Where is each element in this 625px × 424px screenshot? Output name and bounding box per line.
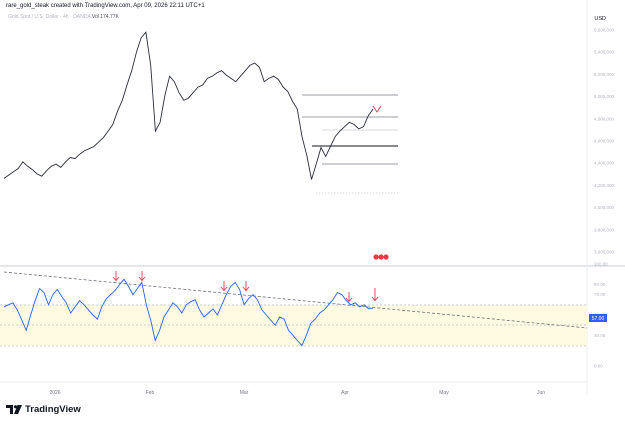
chart-caption: rare_gold_steak created with TradingView… xyxy=(6,3,205,9)
event-marker-icon[interactable] xyxy=(378,254,384,260)
price-tick-label: 4,800,000 xyxy=(594,116,615,121)
price-tick-label: 5,000,000 xyxy=(594,94,615,99)
price-tick-label: 4,600,000 xyxy=(594,139,615,144)
logo-text: TradingView xyxy=(25,404,81,415)
time-tick-label: May xyxy=(439,390,449,396)
arrow-down-icon xyxy=(345,292,353,303)
event-marker-icon[interactable] xyxy=(373,254,379,260)
time-axis[interactable]: 2026 Feb Mar Apr May Jun xyxy=(49,390,545,396)
rsi-series-line[interactable] xyxy=(3,278,374,347)
time-tick-label: 2026 xyxy=(49,390,60,396)
rsi-value-badge xyxy=(589,314,607,322)
price-tick-label: 5,400,000 xyxy=(594,50,615,55)
event-marker-icon[interactable] xyxy=(383,254,389,260)
arrow-down-icon xyxy=(372,105,382,113)
price-tick-label: 5,200,000 xyxy=(594,72,615,77)
arrow-down-icon xyxy=(112,271,120,282)
rsi-trendline[interactable] xyxy=(3,271,588,329)
symbol-legend[interactable]: Gold Spot / U.S. Dollar · 4h · OANDA Vol… xyxy=(8,14,119,20)
price-tick-label: 4,200,000 xyxy=(594,183,615,188)
rsi-arrows xyxy=(112,271,379,303)
price-axis[interactable]: 5,600,000 5,400,000 5,200,000 5,000,000 4,80… xyxy=(594,28,615,255)
tradingview-logo-icon xyxy=(6,405,22,414)
time-tick-label: Mar xyxy=(240,390,249,396)
currency-label: USD xyxy=(594,16,606,22)
arrow-down-icon xyxy=(138,271,146,282)
price-tick-label: 3,600,000 xyxy=(594,250,615,255)
rsi-value-text: 57.00 xyxy=(592,316,605,322)
price-series-line[interactable] xyxy=(3,31,374,180)
volume-readout: Vol 174.77K xyxy=(91,14,119,20)
event-markers[interactable] xyxy=(373,254,389,260)
arrow-down-icon xyxy=(371,288,379,302)
price-tick-label: 4,000,000 xyxy=(594,205,615,210)
time-tick-label: Jun xyxy=(537,390,545,396)
arrow-down-icon xyxy=(242,281,250,292)
rsi-tick-label: 30.00 xyxy=(594,333,606,338)
symbol-title: Gold Spot / U.S. Dollar · 4h · OANDA xyxy=(8,14,91,20)
rsi-tick-label: 100.00 xyxy=(594,262,608,267)
price-tick-label: 5,600,000 xyxy=(594,28,615,33)
price-levels xyxy=(302,94,398,194)
rsi-band xyxy=(0,305,587,346)
rsi-tick-label: 80.00 xyxy=(594,282,606,287)
price-arrow xyxy=(372,105,382,113)
tradingview-logo[interactable]: TradingView xyxy=(6,404,81,415)
price-tick-label: 3,800,000 xyxy=(594,227,615,232)
rsi-tick-label: 70.00 xyxy=(594,292,606,297)
price-tick-label: 4,400,000 xyxy=(594,161,615,166)
time-tick-label: Apr xyxy=(341,390,349,396)
time-tick-label: Feb xyxy=(146,390,155,396)
rsi-tick-label: 0.00 xyxy=(594,364,603,369)
arrow-down-icon xyxy=(220,281,228,292)
